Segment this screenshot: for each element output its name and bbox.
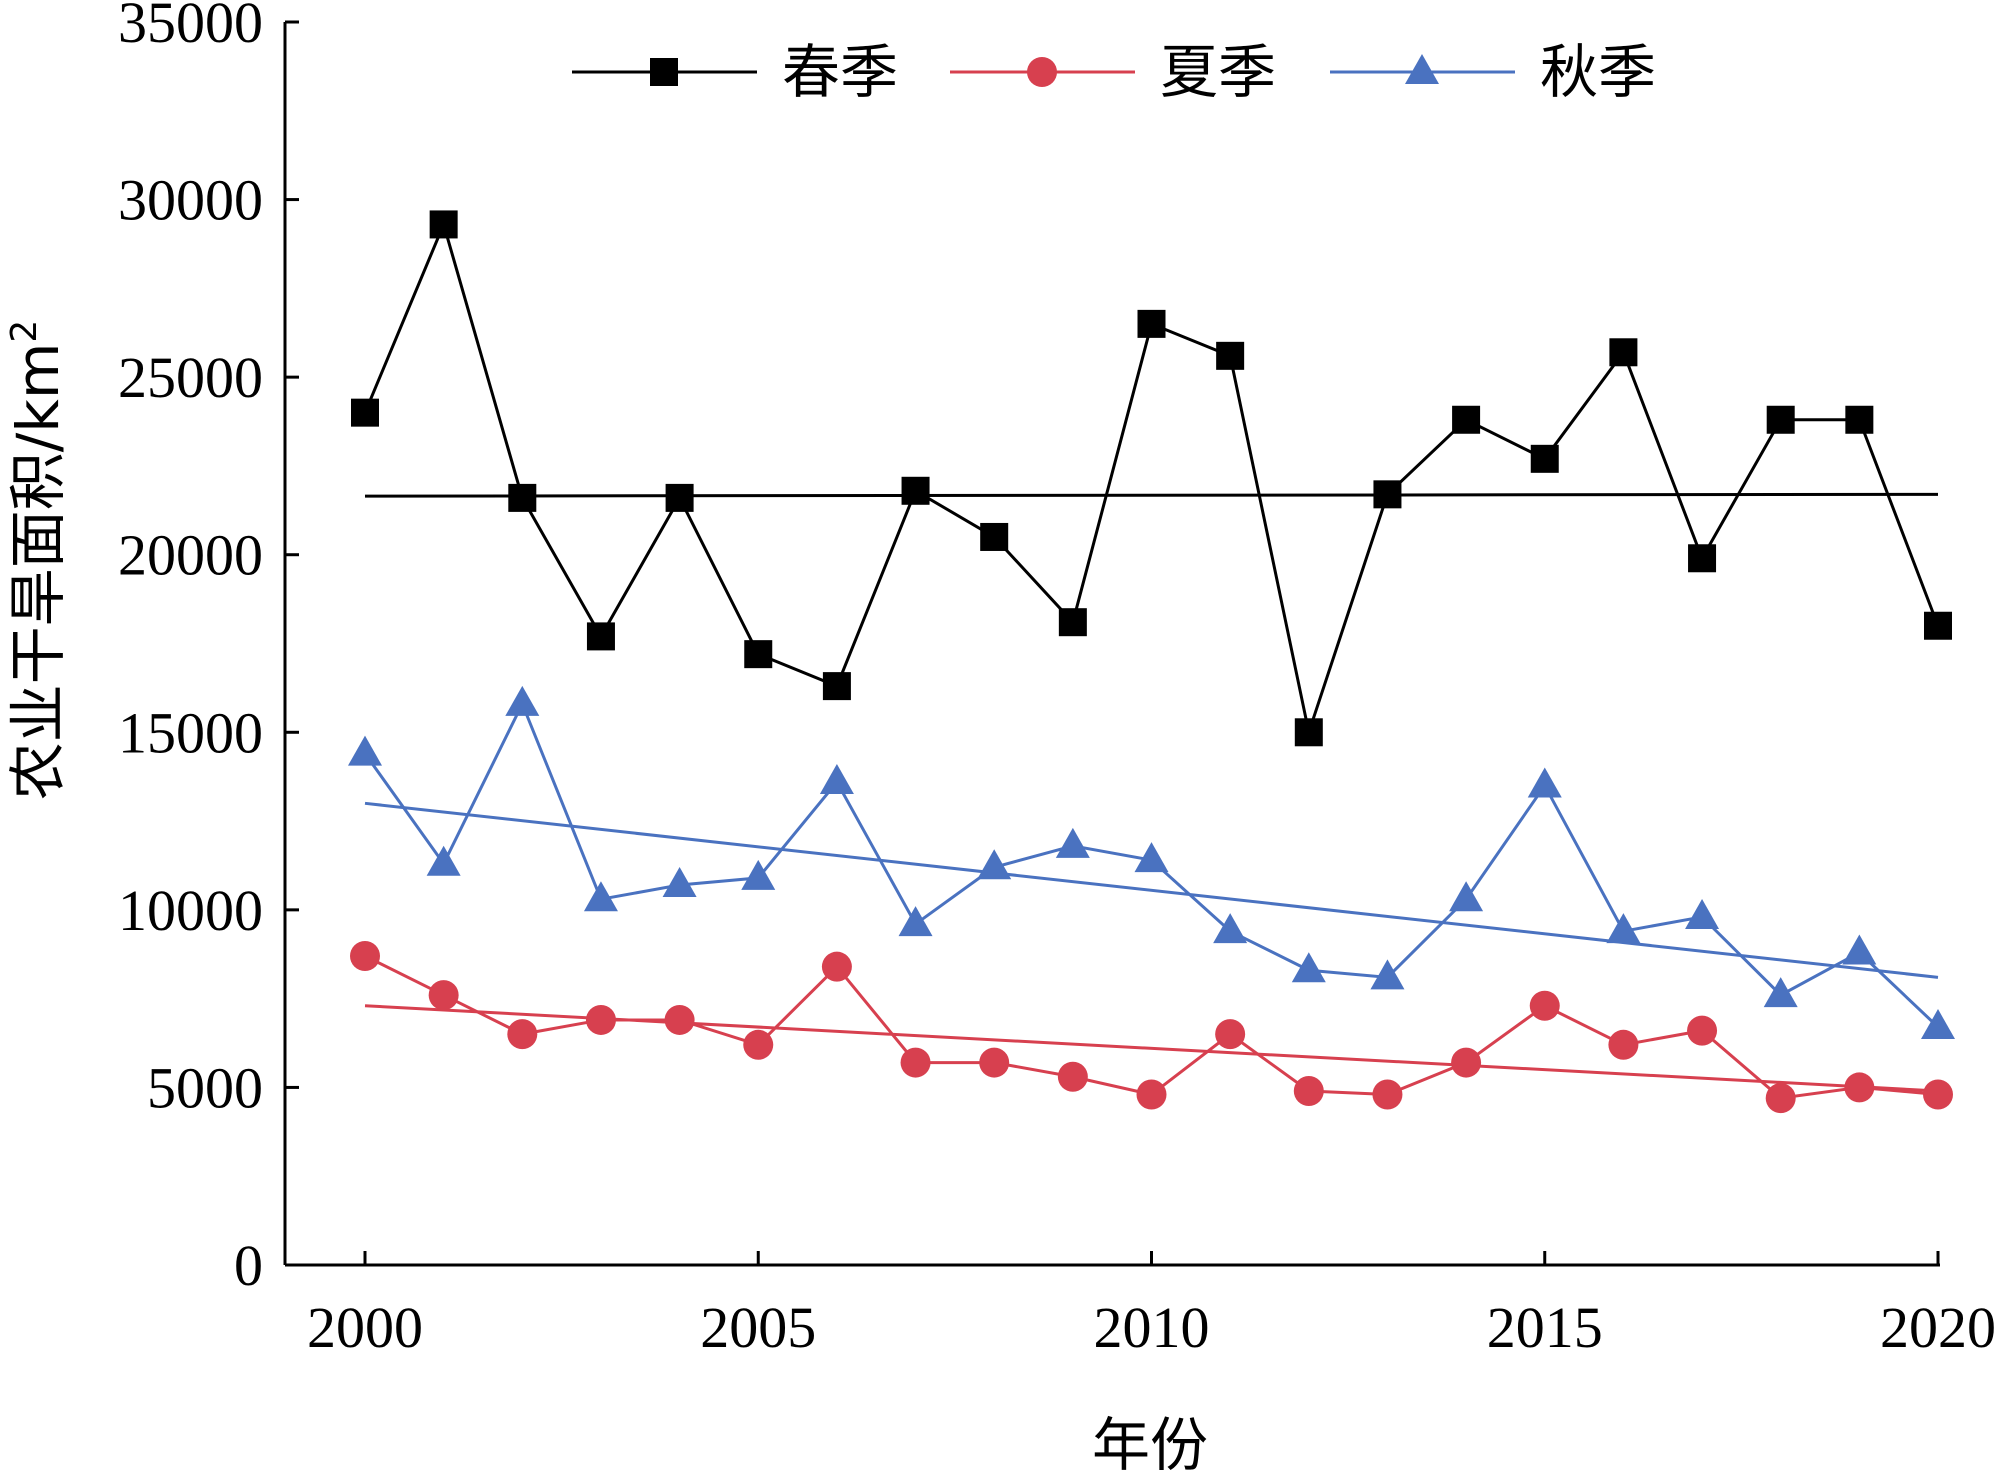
legend-marker: [650, 58, 678, 86]
data-point: [1527, 767, 1562, 798]
data-point: [977, 849, 1012, 880]
data-point: [1530, 444, 1559, 473]
y-tick-label: 5000: [147, 1055, 263, 1120]
data-point: [1609, 338, 1638, 367]
data-point: [665, 483, 694, 512]
data-point: [1134, 842, 1169, 873]
legend-marker: [1405, 54, 1439, 84]
legend-item: 秋季: [1330, 38, 1656, 106]
data-point: [1844, 1072, 1875, 1103]
data-point: [1842, 934, 1877, 965]
data-point: [1529, 990, 1560, 1021]
data-point: [1293, 1075, 1324, 1106]
data-point: [1765, 1083, 1796, 1114]
x-tick-label: 2010: [1094, 1295, 1210, 1360]
y-tick-label: 25000: [118, 345, 263, 410]
data-point: [428, 980, 459, 1011]
series-triangle: [348, 685, 1955, 1040]
data-point: [1921, 1009, 1955, 1040]
legend-item: 春季: [572, 38, 898, 106]
legend-label: 夏季: [1160, 38, 1276, 106]
series-circle: [350, 941, 1953, 1114]
data-point: [1213, 913, 1248, 944]
data-point: [1294, 718, 1323, 747]
data-point: [664, 1004, 695, 1035]
data-point: [1372, 1079, 1403, 1110]
data-point: [586, 622, 615, 651]
data-point: [1058, 608, 1087, 637]
data-point: [1215, 1019, 1246, 1050]
legend: 春季 夏季 秋季: [572, 38, 1656, 106]
data-point: [822, 672, 851, 701]
data-point: [1370, 959, 1405, 990]
data-point: [1766, 405, 1795, 434]
data-point: [1606, 913, 1641, 944]
trend-line: [364, 801, 1939, 979]
data-point: [1373, 480, 1402, 509]
data-point: [585, 1004, 616, 1035]
data-point: [980, 522, 1009, 551]
data-point: [1057, 1061, 1088, 1092]
data-point: [1216, 341, 1245, 370]
data-point: [1687, 1015, 1718, 1046]
data-point: [821, 951, 852, 982]
data-point: [744, 640, 773, 669]
data-point: [1763, 977, 1798, 1008]
data-point: [1136, 1079, 1167, 1110]
data-point: [426, 845, 461, 876]
y-tick-label: 10000: [118, 878, 263, 943]
legend-label: 春季: [782, 38, 898, 106]
data-point: [900, 1047, 931, 1078]
y-tick-label: 15000: [118, 700, 263, 765]
data-point: [508, 483, 537, 512]
series-square: [351, 210, 1952, 747]
x-axis-title: 年份: [1092, 1411, 1208, 1477]
data-point: [1688, 544, 1717, 573]
data-point: [901, 476, 930, 505]
data-point: [583, 881, 618, 912]
data-point: [1608, 1029, 1639, 1060]
data-point: [1137, 309, 1166, 338]
x-tick-label: 2020: [1880, 1295, 1996, 1360]
data-point: [819, 764, 854, 795]
data-point: [1452, 405, 1481, 434]
y-axis-title-main: 农业干旱面积/km: [4, 343, 72, 801]
y-axis-title: 农业干旱面积/km2: [4, 320, 72, 801]
x-tick-label: 2005: [700, 1295, 816, 1360]
data-point: [898, 906, 933, 937]
y-tick-label: 35000: [118, 0, 263, 55]
x-tick-label: 2000: [307, 1295, 423, 1360]
series-layer: [348, 210, 1955, 1114]
data-point: [979, 1047, 1010, 1078]
y-tick-label: 20000: [118, 523, 263, 588]
data-point: [1451, 1047, 1482, 1078]
trend-line: [364, 492, 1939, 498]
x-tick-label: 2015: [1487, 1295, 1603, 1360]
data-point: [741, 859, 776, 890]
y-tick-label: 30000: [118, 168, 263, 233]
legend-label: 秋季: [1540, 38, 1656, 106]
series-line: [363, 219, 1940, 739]
data-point: [351, 398, 379, 427]
data-point: [507, 1019, 538, 1050]
data-point: [505, 685, 540, 716]
data-point: [1924, 611, 1952, 640]
data-point: [429, 210, 458, 239]
data-point: [1845, 405, 1874, 434]
data-point: [743, 1029, 774, 1060]
data-point: [350, 941, 380, 972]
data-point: [1685, 898, 1720, 929]
y-tick-label: 0: [234, 1233, 263, 1298]
legend-item: 夏季: [950, 38, 1276, 106]
data-point: [1055, 827, 1090, 858]
data-point: [662, 866, 697, 897]
legend-marker: [1027, 57, 1057, 87]
data-point: [1449, 881, 1484, 912]
data-point: [1291, 952, 1326, 983]
axes: 0 5000 10000 15000 20000 25000 30000 35000 2000 2…: [118, 0, 1996, 1360]
y-axis-title-superscript: 2: [4, 320, 45, 343]
data-point: [348, 735, 382, 766]
data-point: [1923, 1079, 1953, 1110]
